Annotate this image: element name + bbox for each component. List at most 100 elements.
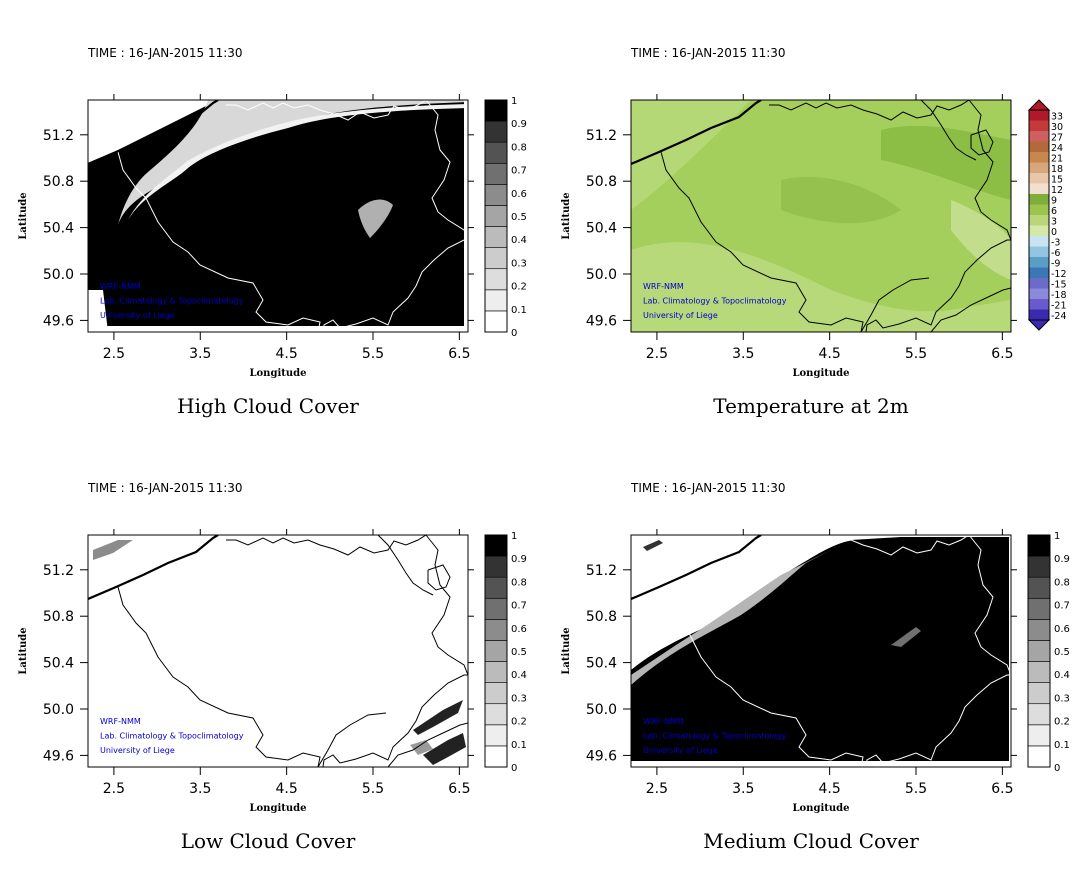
- coastline: [631, 100, 762, 166]
- domain-edge: [464, 100, 468, 332]
- y-tick-label: 51.2: [43, 563, 74, 579]
- admin-border: [427, 564, 451, 591]
- x-tick-label: 6.5: [991, 346, 1013, 362]
- x-tick-label: 3.5: [732, 346, 754, 362]
- credit-line: University of Liege: [643, 311, 718, 320]
- colorbar-label: 0.3: [511, 693, 527, 704]
- colorbar-swatch: [1029, 288, 1049, 300]
- colorbar-label: 30: [1051, 122, 1063, 133]
- colorbar-swatch: [484, 289, 508, 312]
- cloud-mass: [631, 537, 1009, 761]
- colorbar-label: 0.1: [511, 740, 527, 751]
- colorbar-label: 0.1: [1054, 740, 1070, 751]
- colorbar-min-arrow: [1027, 319, 1051, 331]
- x-axis-label: Longitude: [792, 803, 849, 814]
- plot-frame: [630, 99, 1012, 333]
- country-outlines: [631, 535, 1011, 767]
- x-axis-label: Longitude: [249, 368, 306, 379]
- cloud-gap: [118, 100, 468, 225]
- colorbar-label: 0.7: [511, 166, 527, 177]
- credit-line: WRF-NMM: [100, 717, 141, 726]
- admin-border: [387, 722, 468, 767]
- y-tick-label: 50.8: [586, 174, 617, 190]
- colorbar-swatch: [1029, 215, 1049, 226]
- colorbar-label: 21: [1051, 153, 1063, 164]
- cloud-patch: [410, 740, 433, 755]
- x-tick-label: 4.5: [276, 346, 298, 362]
- colorbar-swatch: [484, 184, 508, 206]
- colorbar-label: 0.2: [1054, 717, 1070, 728]
- colorbar-label: 9: [1051, 195, 1057, 206]
- y-tick-label: 50.8: [586, 609, 617, 625]
- plot-frame: [87, 99, 469, 333]
- x-axis-label: Longitude: [249, 803, 306, 814]
- x-axis-label: Longitude: [792, 368, 849, 379]
- colorbar-label: 0.4: [511, 235, 527, 246]
- chart-title: High Cloud Cover: [177, 394, 359, 418]
- colorbar: 33302724211815129630-3-6-9-12-15-18-21-2…: [1027, 99, 1067, 331]
- colorbar-swatch: [484, 640, 508, 662]
- colorbar-swatch: [484, 310, 508, 333]
- colorbar-swatch: [484, 661, 508, 683]
- colorbar-label: -12: [1051, 269, 1067, 280]
- colorbar-swatch: [484, 597, 508, 620]
- y-tick-label: 49.6: [586, 313, 617, 329]
- colorbar-swatch: [484, 724, 508, 747]
- coastline: [631, 535, 762, 601]
- y-axis-label: Latitude: [18, 192, 29, 239]
- colorbar-label: -15: [1051, 279, 1067, 290]
- x-tick-label: 2.5: [103, 346, 125, 362]
- x-tick-label: 4.5: [276, 781, 298, 797]
- belgium-border: [117, 100, 468, 332]
- cloud-edge: [631, 550, 831, 685]
- credit-line: Lab. Climatology & Topoclimatology: [643, 297, 787, 306]
- field-layer: [88, 535, 468, 767]
- credit-line: WRF-NMM: [643, 717, 684, 726]
- colorbar-swatch: [1027, 619, 1051, 641]
- y-tick-label: 50.4: [43, 221, 74, 237]
- y-tick-label: 50.4: [586, 221, 617, 237]
- credit-line: University of Liege: [100, 746, 175, 755]
- map-plot: [631, 535, 1011, 767]
- colorbar-swatch: [484, 682, 508, 705]
- x-tick-label: 5.5: [905, 346, 927, 362]
- map-plot: [631, 100, 1011, 332]
- x-tick-label: 5.5: [362, 781, 384, 797]
- colorbar-label: 0.3: [511, 258, 527, 269]
- colorbar-label: 18: [1051, 164, 1063, 175]
- country-outlines: [631, 100, 1011, 332]
- field-layer: [88, 100, 468, 332]
- cloud-patch: [93, 540, 133, 560]
- colorbar-swatch: [1029, 120, 1049, 132]
- credit-line: Lab. Climatology & Topoclimatology: [643, 732, 787, 741]
- colorbar-swatch: [1029, 162, 1049, 174]
- colorbar-label: 0.9: [511, 554, 527, 565]
- colorbar-swatch: [484, 745, 508, 768]
- colorbar-swatch: [1027, 724, 1051, 747]
- colorbar-swatch: [1027, 745, 1051, 768]
- x-tick-label: 5.5: [905, 781, 927, 797]
- colorbar-label: -9: [1051, 258, 1060, 269]
- colorbar-swatch: [1027, 640, 1051, 662]
- colorbar-label: -6: [1051, 248, 1060, 259]
- admin-border: [377, 535, 434, 596]
- colorbar-swatch: [1029, 309, 1049, 321]
- field-layer: [631, 100, 1011, 332]
- y-tick-label: 51.2: [586, 128, 617, 144]
- colorbar-label: 1: [511, 531, 517, 542]
- admin-border: [860, 277, 930, 332]
- colorbar-swatch: [484, 555, 508, 578]
- y-tick-label: 49.6: [586, 748, 617, 764]
- colorbar-swatch: [1029, 194, 1049, 205]
- colorbar-swatch: [484, 162, 508, 185]
- colorbar-label: 0.6: [511, 624, 527, 635]
- temp-zone: [781, 176, 901, 224]
- colorbar-swatch: [1029, 131, 1049, 142]
- temp-zone: [631, 100, 751, 210]
- colorbar-swatch: [1029, 152, 1049, 163]
- time-label: TIME : 16-JAN-2015 11:30: [87, 46, 243, 60]
- chart-panel-high: TIME : 16-JAN-2015 11:30 2.5 3.5 4.5 5.5 6.5 5…: [18, 46, 527, 418]
- colorbar-label: 1: [1054, 531, 1060, 542]
- colorbar-swatch: [1029, 267, 1049, 279]
- x-tick-label: 4.5: [819, 346, 841, 362]
